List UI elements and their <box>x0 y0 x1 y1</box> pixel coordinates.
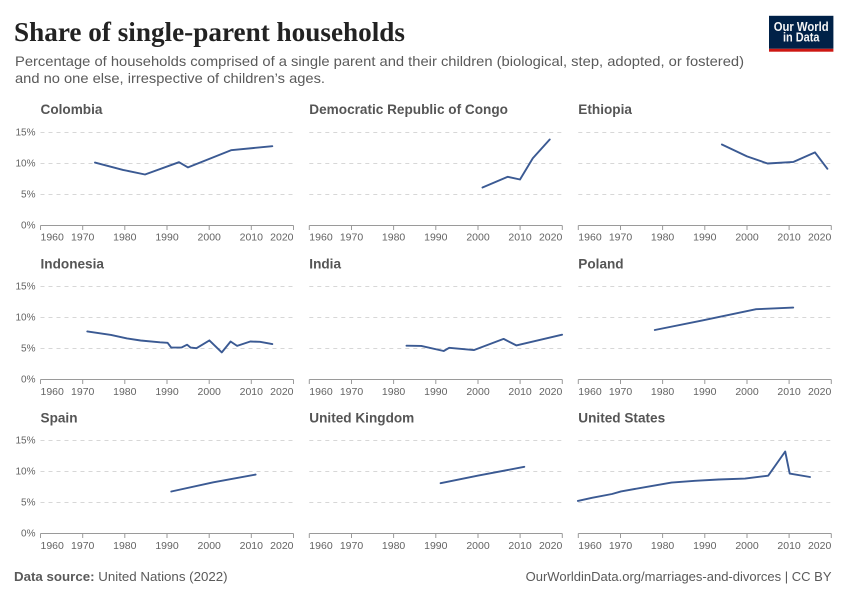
svg-text:2020: 2020 <box>539 386 563 398</box>
svg-text:1970: 1970 <box>71 386 95 398</box>
svg-text:2010: 2010 <box>240 232 264 244</box>
svg-text:2000: 2000 <box>735 540 759 552</box>
svg-text:10%: 10% <box>15 313 35 324</box>
svg-text:2010: 2010 <box>240 386 264 398</box>
svg-text:2000: 2000 <box>198 540 222 552</box>
svg-text:2020: 2020 <box>270 540 294 552</box>
svg-text:1970: 1970 <box>340 540 364 552</box>
svg-text:0%: 0% <box>21 375 36 386</box>
svg-text:1960: 1960 <box>578 540 602 552</box>
svg-text:1980: 1980 <box>113 540 137 552</box>
svg-text:1980: 1980 <box>382 232 406 244</box>
svg-text:1970: 1970 <box>609 540 633 552</box>
svg-text:Our World: Our World <box>774 19 829 34</box>
svg-text:Share of single-parent househo: Share of single-parent households <box>14 16 405 47</box>
svg-text:5%: 5% <box>21 498 36 509</box>
svg-text:15%: 15% <box>15 282 35 293</box>
svg-text:2020: 2020 <box>270 386 294 398</box>
svg-text:0%: 0% <box>21 529 36 540</box>
svg-text:1970: 1970 <box>71 232 95 244</box>
svg-text:1980: 1980 <box>113 386 137 398</box>
svg-text:1970: 1970 <box>71 540 95 552</box>
svg-text:10%: 10% <box>15 467 35 478</box>
svg-text:2000: 2000 <box>466 386 490 398</box>
svg-text:1960: 1960 <box>309 386 333 398</box>
svg-text:1980: 1980 <box>651 540 675 552</box>
svg-text:2010: 2010 <box>508 540 532 552</box>
svg-text:2000: 2000 <box>466 540 490 552</box>
svg-text:1980: 1980 <box>382 386 406 398</box>
svg-text:1970: 1970 <box>340 232 364 244</box>
svg-text:10%: 10% <box>15 159 35 170</box>
svg-text:2020: 2020 <box>808 386 832 398</box>
svg-text:1960: 1960 <box>578 232 602 244</box>
svg-text:5%: 5% <box>21 344 36 355</box>
svg-text:1990: 1990 <box>693 386 717 398</box>
svg-text:1990: 1990 <box>693 540 717 552</box>
svg-text:1980: 1980 <box>651 386 675 398</box>
svg-text:Spain: Spain <box>41 411 78 426</box>
svg-text:1990: 1990 <box>693 232 717 244</box>
svg-text:1990: 1990 <box>424 232 448 244</box>
svg-text:Data source: United Nations (2: Data source: United Nations (2022) <box>14 569 228 584</box>
svg-text:1980: 1980 <box>382 540 406 552</box>
svg-text:2000: 2000 <box>198 232 222 244</box>
svg-text:Democratic Republic of Congo: Democratic Republic of Congo <box>309 102 508 117</box>
svg-text:1990: 1990 <box>155 540 179 552</box>
svg-text:15%: 15% <box>15 436 35 447</box>
svg-text:5%: 5% <box>21 190 36 201</box>
svg-text:2000: 2000 <box>466 232 490 244</box>
svg-text:1990: 1990 <box>424 540 448 552</box>
svg-text:1980: 1980 <box>113 232 137 244</box>
svg-text:OurWorldinData.org/marriages-a: OurWorldinData.org/marriages-and-divorce… <box>526 569 832 584</box>
svg-text:United Kingdom: United Kingdom <box>309 411 414 426</box>
svg-text:1960: 1960 <box>41 540 65 552</box>
svg-text:0%: 0% <box>21 221 36 232</box>
svg-text:Percentage of households compr: Percentage of households comprised of a … <box>15 54 744 69</box>
svg-text:2010: 2010 <box>777 540 801 552</box>
svg-text:2010: 2010 <box>240 540 264 552</box>
svg-text:1990: 1990 <box>424 386 448 398</box>
svg-text:Indonesia: Indonesia <box>41 256 105 271</box>
svg-text:2020: 2020 <box>539 232 563 244</box>
svg-text:2000: 2000 <box>198 386 222 398</box>
svg-text:2010: 2010 <box>777 232 801 244</box>
svg-text:1970: 1970 <box>340 386 364 398</box>
svg-text:Colombia: Colombia <box>41 102 103 117</box>
svg-text:United States: United States <box>578 411 665 426</box>
svg-text:1990: 1990 <box>155 232 179 244</box>
svg-text:1960: 1960 <box>41 232 65 244</box>
svg-text:2010: 2010 <box>508 232 532 244</box>
svg-text:2020: 2020 <box>808 232 832 244</box>
svg-text:2000: 2000 <box>735 386 759 398</box>
svg-text:1970: 1970 <box>609 386 633 398</box>
svg-text:India: India <box>309 256 341 271</box>
svg-text:2000: 2000 <box>735 232 759 244</box>
svg-text:2020: 2020 <box>270 232 294 244</box>
svg-text:1960: 1960 <box>309 232 333 244</box>
svg-text:Poland: Poland <box>578 256 623 271</box>
svg-text:2020: 2020 <box>539 540 563 552</box>
svg-text:1990: 1990 <box>155 386 179 398</box>
svg-text:1960: 1960 <box>41 386 65 398</box>
svg-text:1960: 1960 <box>578 386 602 398</box>
svg-text:1980: 1980 <box>651 232 675 244</box>
svg-text:Ethiopia: Ethiopia <box>578 102 632 117</box>
svg-text:and no one else, irrespective: and no one else, irrespective of childre… <box>15 71 325 86</box>
svg-text:1970: 1970 <box>609 232 633 244</box>
svg-text:1960: 1960 <box>309 540 333 552</box>
svg-text:2010: 2010 <box>777 386 801 398</box>
svg-text:in Data: in Data <box>783 30 820 45</box>
svg-text:15%: 15% <box>15 128 35 139</box>
svg-text:2010: 2010 <box>508 386 532 398</box>
svg-text:2020: 2020 <box>808 540 832 552</box>
